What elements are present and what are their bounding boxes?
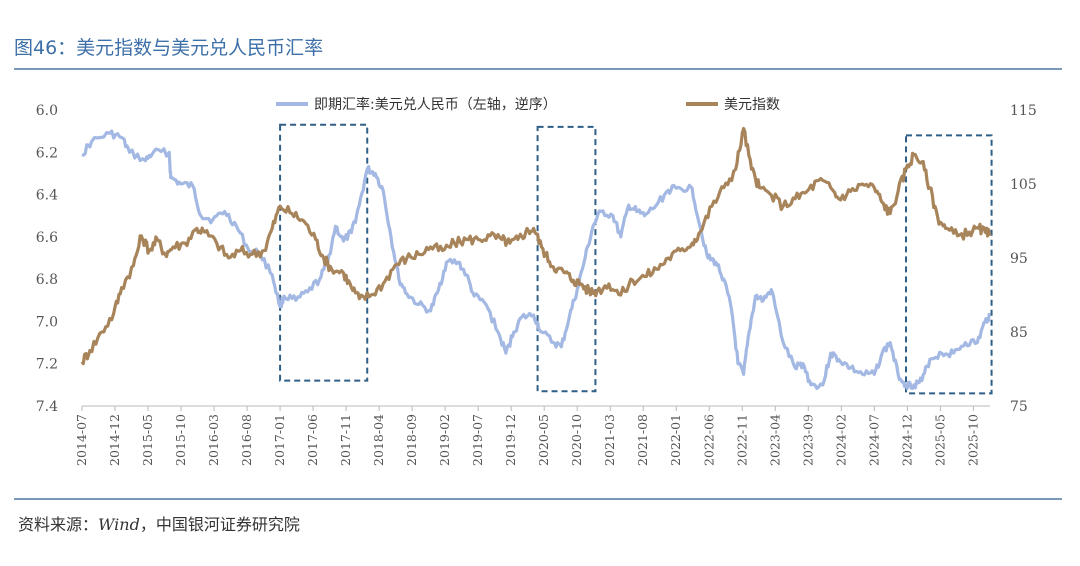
x-tick-label: 2014-12	[107, 414, 122, 466]
right-tick-label: 115	[1010, 103, 1037, 119]
source-wind: Wind	[98, 515, 140, 534]
x-tick-label: 2021-03	[602, 414, 617, 466]
x-tick-label: 2017-01	[272, 414, 287, 466]
x-tick-label: 2025-10	[965, 414, 980, 466]
left-tick-label: 6.4	[36, 188, 58, 204]
x-tick-label: 2024-12	[899, 414, 914, 466]
left-tick-label: 6.8	[36, 272, 58, 288]
x-tick-label: 2014-07	[74, 414, 89, 466]
x-tick-label: 2017-11	[338, 414, 353, 466]
source-suffix: ，中国银河证券研究院	[139, 515, 300, 534]
x-tick-label: 2023-04	[767, 414, 782, 466]
legend-label-usdcny: 即期汇率:美元兑人民币（左轴，逆序）	[314, 96, 557, 113]
x-tick-label: 2018-09	[404, 414, 419, 466]
right-tick-label: 105	[1010, 177, 1037, 193]
highlight-box	[536, 125, 597, 393]
x-tick-label: 2020-05	[536, 414, 551, 466]
x-tick-label: 2016-08	[239, 414, 254, 466]
x-tick-label: 2023-09	[800, 414, 815, 466]
x-tick-label: 2019-12	[503, 414, 518, 466]
legend: 即期汇率:美元兑人民币（左轴，逆序） 美元指数	[276, 96, 780, 113]
x-tick-label: 2024-07	[866, 414, 881, 466]
x-tick-label: 2022-06	[701, 414, 716, 466]
x-tick-label: 2018-04	[371, 414, 386, 466]
left-tick-label: 6.2	[36, 145, 58, 161]
highlight-box	[905, 134, 993, 395]
x-tick-label: 2015-10	[173, 414, 188, 466]
series-line-dxy	[80, 126, 992, 366]
right-tick-label: 75	[1010, 399, 1028, 415]
left-tick-label: 7.2	[36, 357, 58, 373]
x-tick-label: 2017-06	[305, 414, 320, 466]
left-tick-label: 7.4	[36, 399, 58, 415]
x-tick-label: 2020-10	[569, 414, 584, 466]
x-tick-label: 2022-01	[668, 414, 683, 466]
x-tick-label: 2015-05	[140, 414, 155, 466]
left-tick-label: 7.0	[36, 314, 58, 330]
bottom-divider	[14, 498, 1062, 500]
x-tick-label: 2025-05	[932, 414, 947, 466]
chart-title: 图46：美元指数与美元兑人民币汇率	[14, 37, 324, 59]
x-tick-label: 2024-02	[833, 414, 848, 466]
x-tick-label: 2019-02	[437, 414, 452, 466]
left-tick-label: 6.6	[36, 230, 58, 246]
top-divider	[14, 68, 1062, 70]
source-prefix: 资料来源：	[18, 515, 99, 534]
right-tick-label: 95	[1010, 251, 1028, 267]
right-tick-label: 85	[1010, 325, 1028, 341]
x-tick-label: 2019-07	[470, 414, 485, 466]
x-tick-label: 2016-03	[206, 414, 221, 466]
x-tick-label: 2022-11	[734, 414, 749, 466]
x-tick-label: 2021-08	[635, 414, 650, 466]
left-tick-label: 6.0	[36, 103, 58, 119]
legend-label-dxy: 美元指数	[724, 97, 780, 113]
source-note: 资料来源：Wind，中国银河证券研究院	[18, 511, 300, 535]
series-line-usdcny	[81, 129, 992, 390]
highlight-box	[279, 123, 369, 382]
